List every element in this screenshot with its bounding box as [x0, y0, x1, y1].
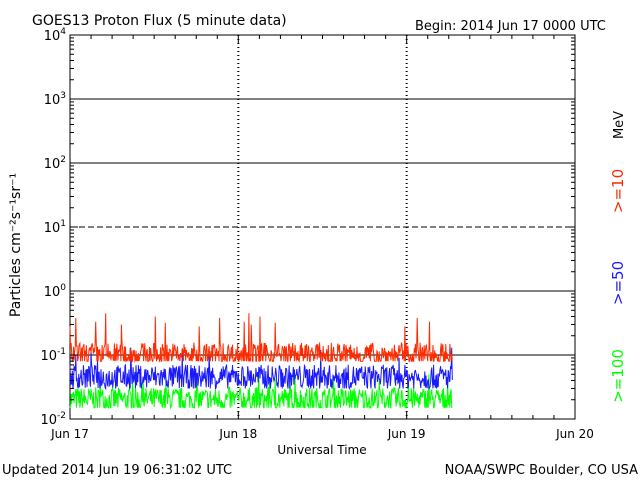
source-credit: NOAA/SWPC Boulder, CO USA: [445, 463, 638, 478]
legend-label-50: >=50: [609, 261, 627, 305]
x-tick-label: Jun 17: [50, 427, 89, 441]
x-tick-label: Jun 18: [218, 427, 257, 441]
y-tick-label: 102: [44, 155, 66, 172]
plot-area: [69, 34, 576, 420]
x-tick-label: Jun 19: [387, 427, 426, 441]
x-tick-labels: Jun 17 Jun 18 Jun 19 Jun 20: [50, 427, 594, 441]
y-axis-label: Particles cm⁻²s⁻¹sr⁻¹: [8, 173, 24, 317]
series-line-ge10: [69, 313, 453, 363]
updated-timestamp: Updated 2014 Jun 19 06:31:02 UTC: [2, 463, 232, 478]
y-tick-label: 101: [44, 219, 66, 236]
chart-title: GOES13 Proton Flux (5 minute data): [32, 13, 287, 29]
y-tick-label: 100: [44, 283, 67, 300]
legend: >=100 >=50 >=10 MeV: [609, 111, 627, 403]
y-tick-label: 10-2: [40, 411, 66, 428]
series-line-ge50: [69, 347, 453, 391]
begin-time-label: Begin: 2014 Jun 17 0000 UTC: [415, 19, 606, 34]
y-tick-label: 104: [44, 27, 67, 44]
legend-label-100: >=100: [609, 349, 627, 403]
grid-lines: [70, 35, 575, 419]
x-axis-label: Universal Time: [277, 443, 366, 457]
y-tick-label: 103: [44, 91, 66, 108]
series-line-ge100: [69, 374, 453, 410]
series-layer: [69, 313, 453, 410]
y-tick-labels: 104 103 102 101 100 10-1 10-2: [40, 27, 66, 428]
tick-layer: [69, 35, 576, 420]
y-tick-label: 10-1: [40, 347, 66, 364]
unit-label: MeV: [612, 111, 627, 139]
legend-label-10: >=10: [609, 169, 627, 213]
x-tick-label: Jun 20: [555, 427, 594, 441]
